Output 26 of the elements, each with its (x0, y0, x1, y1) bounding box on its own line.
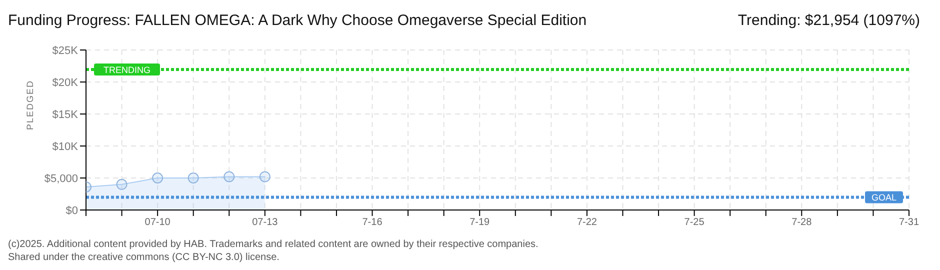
y-tick-label: $0 (66, 204, 78, 217)
y-axis-title: PLEDGED (25, 80, 36, 130)
text: (c)2025. Additional content provided by HAB. Trademarks and related content are owned by their respective companies. (8, 238, 538, 251)
y-tick-label: $20K (52, 76, 79, 89)
x-tick-label: 7-28 (792, 217, 812, 228)
point (224, 171, 235, 182)
point (116, 178, 128, 190)
x-tick-label: 7-22 (576, 217, 598, 228)
point (152, 172, 164, 184)
x-tick-label: 7-16 (362, 217, 383, 228)
x-tick-label: 7-25 (684, 217, 705, 228)
chart-title: Funding Progress: FALLEN OMEGA: A Dark Why Choose Omegaverse Special Edition (8, 12, 587, 29)
y-tick-label: $25K (52, 44, 79, 57)
chart-subtitle: Trending: $21,954 (1097%) (738, 12, 920, 29)
x-tick-label: 07-10 (144, 217, 171, 228)
x-tick-label: 7-19 (470, 217, 490, 228)
y-tick-label: $15K (52, 108, 79, 121)
ref-line-label: GOAL (871, 192, 897, 203)
x-tick-label: 07-13 (252, 217, 278, 228)
ref-line-label: TRENDING (104, 64, 150, 75)
point (188, 172, 199, 184)
point (259, 171, 270, 182)
text: Shared under the creative commons (CC BY-NC 3.0) license. (8, 251, 280, 264)
x-tick-label: 7-31 (898, 217, 920, 228)
y-tick-label: $5,000 (44, 172, 78, 185)
y-tick-label: $10K (52, 140, 79, 153)
